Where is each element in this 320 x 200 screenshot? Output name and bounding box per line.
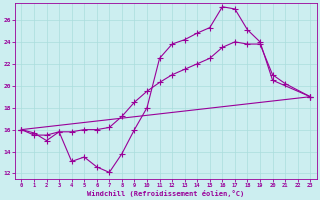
X-axis label: Windchill (Refroidissement éolien,°C): Windchill (Refroidissement éolien,°C) xyxy=(87,190,244,197)
